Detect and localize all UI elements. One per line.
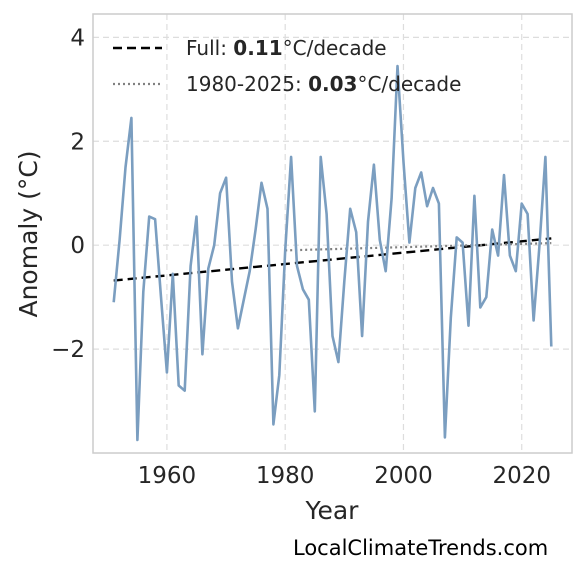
- legend-label-prefix: Full:: [186, 36, 233, 60]
- anomaly-line-0: [112, 64, 553, 442]
- y-tick-label: −2: [51, 337, 85, 363]
- x-tick-label: 1980: [256, 463, 315, 489]
- x-tick-labels: 1960 1980 2000 2020: [138, 463, 551, 489]
- x-tick-label: 2020: [492, 463, 551, 489]
- x-axis-label: Year: [305, 496, 360, 525]
- watermark: LocalClimateTrends.com: [293, 536, 549, 560]
- plot-frame: [92, 13, 573, 454]
- x-tick-label: 2000: [374, 463, 433, 489]
- x-tick-label: 1960: [138, 463, 197, 489]
- legend-entry: Full: 0.11°C/decade: [186, 36, 387, 60]
- legend-label-suffix: °C/decade: [357, 72, 461, 96]
- trend-line-dotted: [285, 242, 552, 252]
- y-axis-label: Anomaly (°C): [14, 150, 43, 317]
- legend-label-suffix: °C/decade: [283, 36, 387, 60]
- trend-lines: [113, 237, 552, 282]
- legend-label-prefix: 1980-2025:: [186, 72, 308, 96]
- legend-label-value: 0.03: [308, 72, 357, 96]
- y-tick-label: 2: [70, 129, 85, 155]
- trend-line-dashed: [113, 237, 552, 282]
- legend-entry: 1980-2025: 0.03°C/decade: [186, 72, 461, 96]
- y-tick-label: 4: [70, 25, 85, 51]
- legend-label-value: 0.11: [233, 36, 282, 60]
- grid-lines: [93, 14, 572, 453]
- anomaly-series: [112, 64, 553, 442]
- y-tick-labels: 4 2 0 −2: [51, 25, 85, 363]
- y-tick-label: 0: [70, 233, 85, 259]
